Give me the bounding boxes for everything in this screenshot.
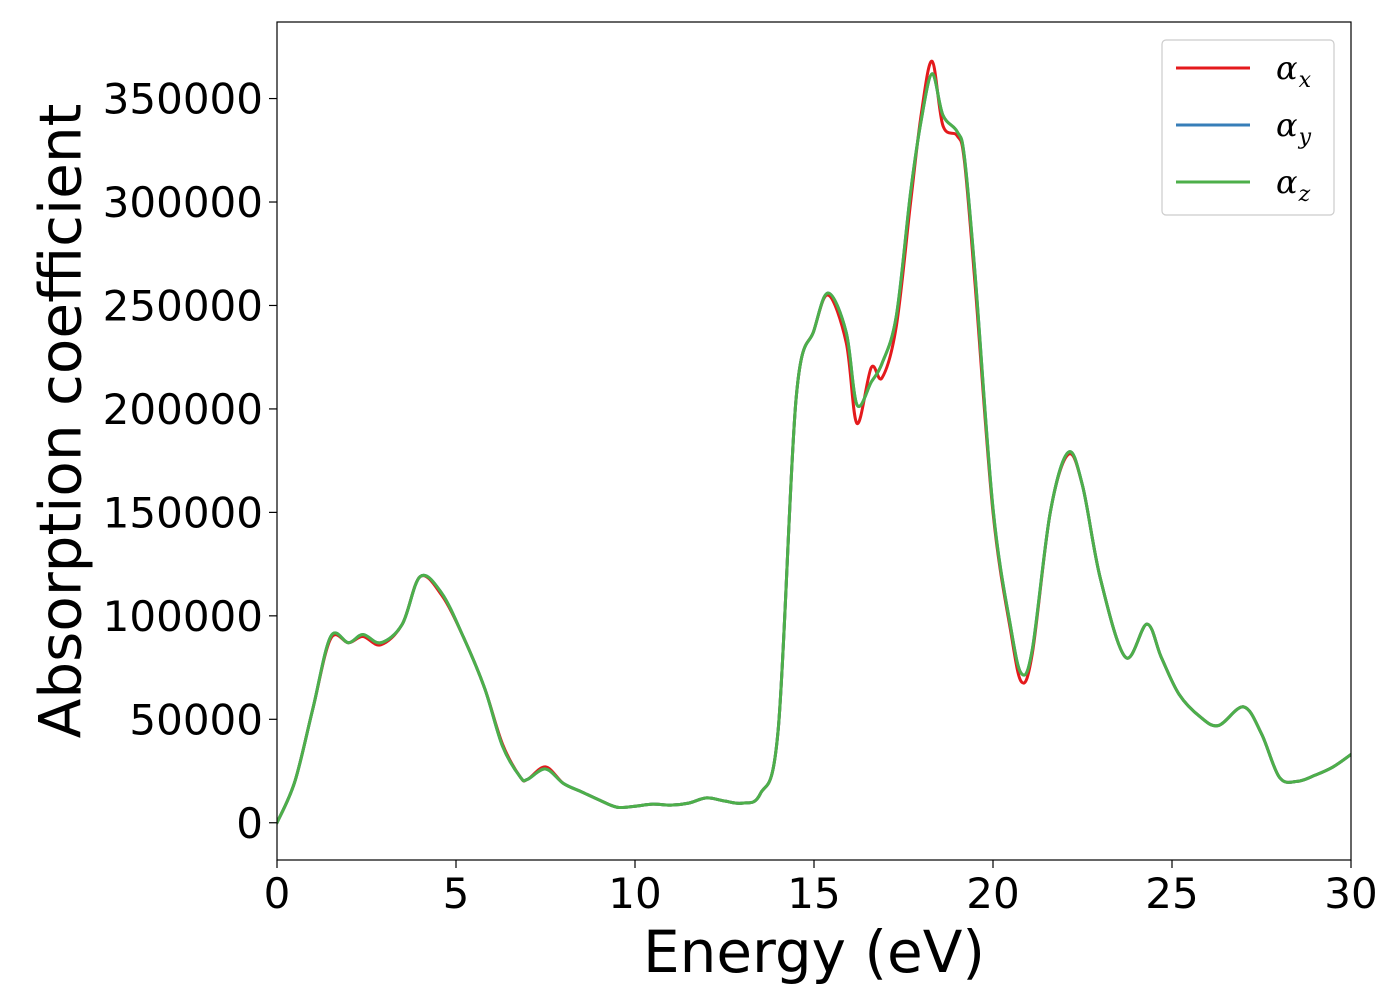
legend-label-base: α — [1276, 106, 1298, 144]
x-tick-label: 10 — [608, 869, 661, 918]
legend-label-sub: z — [1298, 182, 1311, 207]
y-tick-label: 200000 — [103, 385, 263, 434]
x-tick-label: 15 — [787, 869, 840, 918]
legend-label-x: αx — [1276, 49, 1312, 93]
legend-label-base: α — [1276, 49, 1298, 87]
plot-area — [277, 59, 1351, 825]
y-tick-label: 300000 — [103, 178, 263, 227]
y-axis-label: Absorption coefficient — [26, 104, 94, 739]
x-tick-label: 20 — [966, 869, 1019, 918]
axes-frame — [276, 21, 1352, 861]
series-layer — [277, 59, 1351, 825]
x-tick-label: 0 — [264, 869, 291, 918]
y-tick-label: 350000 — [103, 75, 263, 124]
legend-label-base: α — [1276, 163, 1298, 201]
y-tick-label: 50000 — [129, 695, 263, 744]
legend-box — [1161, 39, 1335, 216]
legend-label-z: αz — [1276, 163, 1311, 207]
series-line-z — [277, 72, 1351, 825]
legend-label-sub: x — [1299, 68, 1312, 93]
y-tick-label: 100000 — [103, 592, 263, 641]
tick-layer: 0 5 10 15 20 25 30 0 50000 100000 150000 200000 2500… — [103, 75, 1378, 918]
y-tick-label: 250000 — [103, 281, 263, 330]
x-axis-label: Energy (eV) — [643, 918, 985, 986]
x-tick-label: 30 — [1324, 869, 1377, 918]
x-tick-label: 25 — [1145, 869, 1198, 918]
y-tick-label: 150000 — [103, 488, 263, 537]
y-tick-label: 0 — [236, 799, 263, 848]
x-tick-label: 5 — [443, 869, 470, 918]
legend-label-y: αy — [1276, 106, 1312, 150]
legend-label-sub: y — [1298, 125, 1312, 150]
